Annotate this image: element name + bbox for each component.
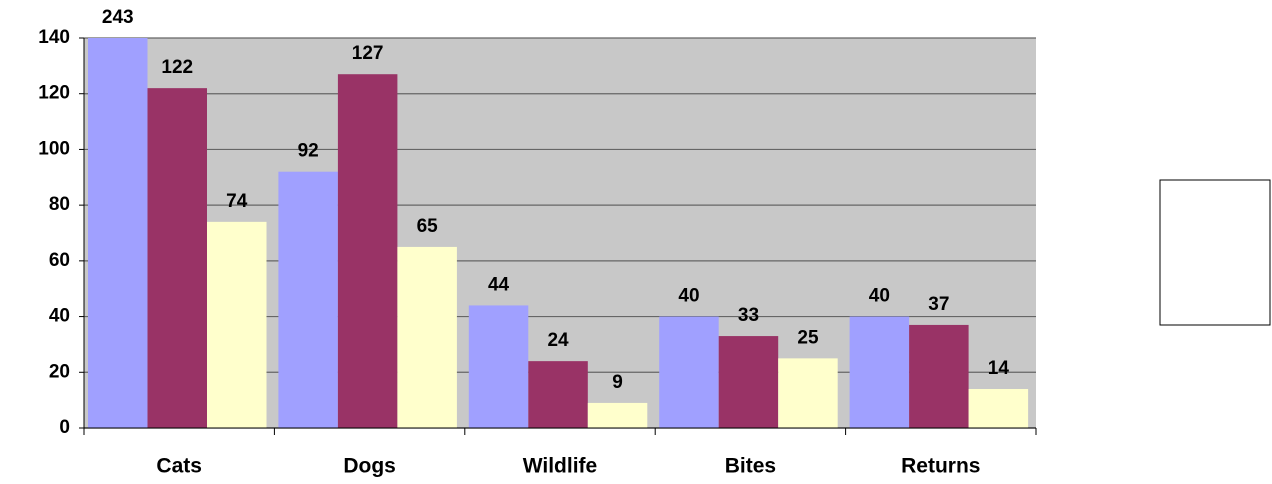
bar <box>849 316 910 428</box>
y-tick-label: 80 <box>49 194 70 215</box>
x-tick-label: Cats <box>156 455 202 478</box>
y-tick-label: 100 <box>38 138 70 159</box>
y-tick-label: 40 <box>49 306 70 327</box>
data-label: 44 <box>488 274 510 295</box>
bar <box>397 246 457 428</box>
data-label: 37 <box>928 294 949 315</box>
y-tick-label: 140 <box>38 27 70 48</box>
bar <box>968 389 1029 428</box>
bar <box>147 88 207 428</box>
bar <box>337 74 398 428</box>
bar <box>778 358 838 428</box>
bar <box>528 361 588 428</box>
bar <box>278 171 338 428</box>
data-label: 25 <box>797 327 819 348</box>
data-label: 40 <box>869 286 890 307</box>
bar <box>88 38 148 428</box>
bar <box>587 402 648 428</box>
data-label: 24 <box>547 330 569 351</box>
data-label: 74 <box>226 191 248 212</box>
y-tick-label: 0 <box>59 417 70 438</box>
bar <box>468 305 529 428</box>
bar <box>659 316 719 428</box>
data-label: 14 <box>988 358 1010 379</box>
bar <box>718 336 779 428</box>
data-label: 92 <box>298 141 319 162</box>
data-label: 122 <box>161 57 193 78</box>
data-label: 33 <box>738 305 759 326</box>
y-tick-label: 60 <box>49 250 70 271</box>
x-tick-label: Bites <box>725 455 776 478</box>
y-tick-label: 20 <box>49 361 70 382</box>
x-tick-label: Wildlife <box>523 455 597 478</box>
data-label: 9 <box>612 372 623 393</box>
legend-box <box>1159 179 1271 326</box>
x-tick-label: Returns <box>901 455 980 478</box>
data-label: 40 <box>678 286 699 307</box>
data-label: 127 <box>352 43 384 64</box>
data-label: 243 <box>102 7 134 28</box>
x-tick-label: Dogs <box>343 455 396 478</box>
bars <box>88 38 1029 428</box>
data-label: 65 <box>417 216 439 237</box>
bar <box>207 221 267 428</box>
y-tick-label: 120 <box>38 83 70 104</box>
bar <box>909 324 969 428</box>
